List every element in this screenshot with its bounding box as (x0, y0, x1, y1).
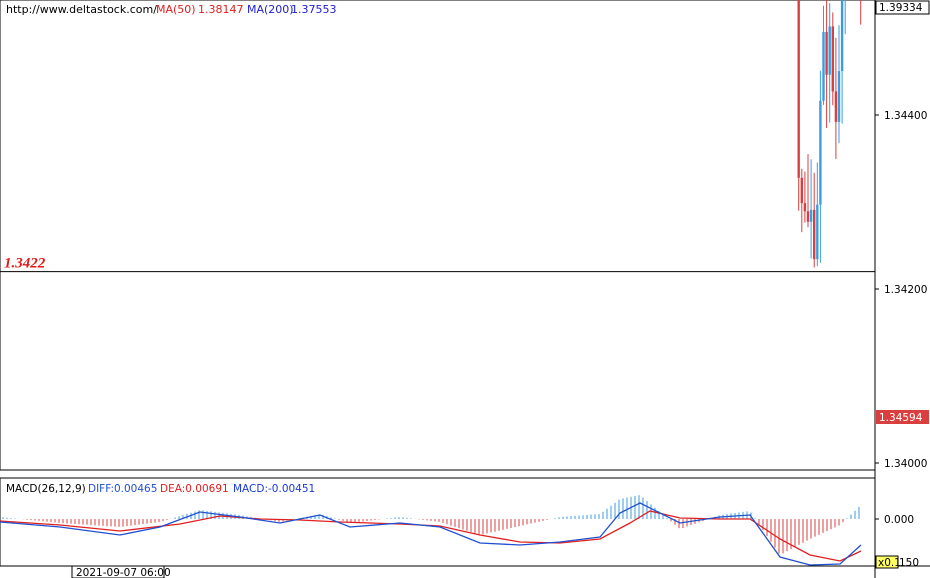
macd-zero-label: 0.000 (884, 514, 914, 526)
macd-dea-label: DEA:0.00691 (160, 483, 229, 495)
candle-up (816, 204, 819, 260)
macd-value-label: MACD:-0.00451 (233, 483, 315, 495)
candle-down (806, 211, 810, 222)
macd-panel (0, 477, 876, 567)
macd-dea-line (0, 510, 862, 562)
candle-down (831, 26, 834, 92)
candle-down (803, 203, 807, 212)
top-price-box (875, 0, 930, 15)
ma200-label: MA(200) (247, 3, 294, 16)
candle-down (813, 209, 816, 260)
watermark-url: http://www.deltastock.com/ (6, 3, 157, 16)
macd-diff-line (0, 502, 862, 566)
candle-down (825, 31, 828, 75)
candle-up (822, 31, 825, 101)
level-label: 1.3422 (4, 256, 46, 272)
candle-up (819, 100, 822, 205)
price-tick-label: 1.34000 (884, 458, 927, 470)
macd-indicator (0, 495, 862, 566)
main-panel (0, 0, 876, 471)
candle-up (837, 71, 841, 122)
macd-diff-label: DIFF:0.00465 (88, 483, 157, 495)
ma50-label: MA(50) (156, 3, 196, 16)
current-price-tag (876, 410, 929, 424)
price-tick-label: 1.34400 (884, 110, 927, 122)
time-label: 2021-09-07 06:00 (76, 567, 171, 578)
candle-down (834, 91, 838, 122)
ma200-value: 1.37553 (291, 3, 337, 16)
candle-down (797, 0, 800, 178)
macd-scale-label: x0.1 (878, 557, 901, 569)
candle-up (809, 209, 813, 222)
macd-scale-box (875, 555, 899, 569)
support-resistance-lines: 1.38781.38031.37521.36761.36091.35201.34… (0, 256, 875, 273)
candlesticks (797, 0, 862, 268)
macd-bottom-label: 150 (899, 557, 919, 569)
candle-down (800, 177, 803, 204)
current-price-label: 1.34594 (879, 412, 923, 424)
macd-title: MACD(26,12,9) (6, 483, 86, 495)
price-axis: 1.390001.388001.386001.384001.382001.380… (875, 110, 927, 470)
ma50-value: 1.38147 (198, 3, 244, 16)
candle-up (840, 0, 844, 72)
time-label-box (71, 565, 165, 578)
price-tick-label: 1.34200 (884, 284, 927, 296)
top-price-label: 1.39334 (879, 2, 923, 14)
candle-up (828, 26, 831, 75)
